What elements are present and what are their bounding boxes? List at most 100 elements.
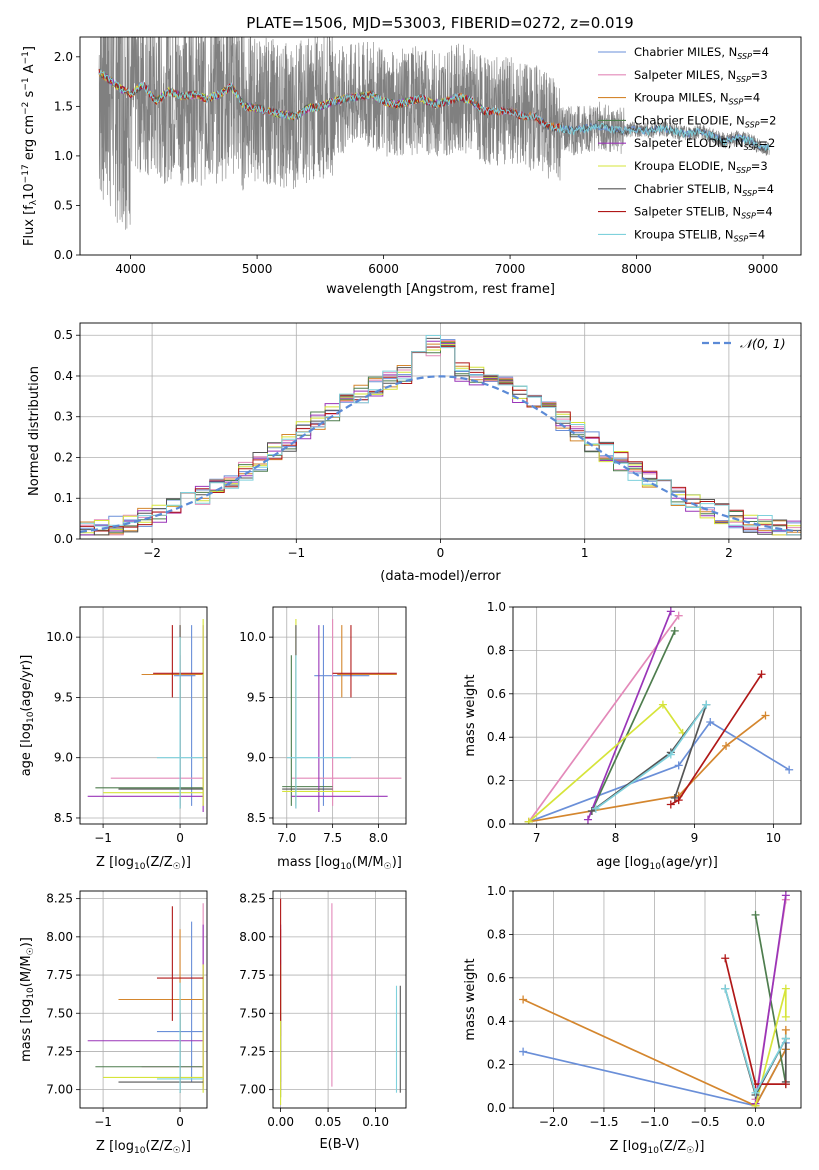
mass-weight-marker xyxy=(666,750,675,759)
metallicity-mass-weight-panel: −2.0 −1.5 −1.0 −0.5 0.0 0.0 0.2 0.4 0.6 0.8 1.0 Z [… xyxy=(463,884,802,1156)
mass-weight-marker xyxy=(702,700,711,709)
y-tick-label: 1.0 xyxy=(487,600,506,614)
x-tick-label: 7.5 xyxy=(323,831,342,845)
axis-label: mass [log10(M/M☉)] xyxy=(277,855,402,872)
mass-weight-marker xyxy=(761,711,770,720)
y-tick-label: 1.5 xyxy=(54,99,73,113)
y-tick-label: 0.5 xyxy=(54,198,73,212)
y-tick-label: 0.6 xyxy=(487,687,506,701)
x-tick-label: 4000 xyxy=(115,262,146,276)
y-axis-label: mass weight xyxy=(463,674,478,756)
mass-weight-marker xyxy=(781,1025,790,1034)
model-errorbar xyxy=(118,1013,204,1093)
mass-weight-marker xyxy=(781,1034,790,1043)
mass-weight-marker xyxy=(781,1012,790,1021)
x-tick-label: −1 xyxy=(287,546,305,560)
model-errorbar xyxy=(286,655,351,809)
mass-weight-line xyxy=(591,704,708,812)
legend-entry: Salpeter MILES, NSSP=3 xyxy=(634,68,768,84)
y-tick-label: 0.6 xyxy=(487,971,506,985)
x-tick-label: 0.00 xyxy=(267,1115,294,1129)
mass-weight-line xyxy=(528,714,767,823)
model-errorbar xyxy=(291,625,388,812)
model-errorbar xyxy=(156,637,204,809)
legend-entry: 𝒩(0, 1) xyxy=(740,336,786,351)
residual-histogram xyxy=(80,335,801,539)
mass-weight-marker xyxy=(751,1088,760,1097)
mass-weight-marker xyxy=(666,800,675,809)
axes-frame xyxy=(272,606,407,825)
y-tick-label: 0.0 xyxy=(487,1101,506,1115)
model-errorbar xyxy=(103,619,204,806)
model-errorbar xyxy=(103,964,204,1093)
age-mass-weight-panel: 7 8 9 10 0.0 0.2 0.4 0.6 0.8 1.0 age [log10(age/yr… xyxy=(463,600,802,872)
model-errorbar xyxy=(282,655,333,806)
y-tick-label: 2.0 xyxy=(54,50,73,64)
y-tick-label: 0.5 xyxy=(54,328,73,342)
model-errorbar xyxy=(337,625,397,698)
y-tick-label: 0.4 xyxy=(54,369,73,383)
y-tick-label: 1.0 xyxy=(54,149,73,163)
axis-label: mass [log10(M/M☉)] xyxy=(19,937,36,1062)
mass-weight-marker xyxy=(524,817,533,824)
x-tick-label: 0 xyxy=(176,1115,184,1129)
x-tick-label: 0.05 xyxy=(315,1115,342,1129)
axis-label: Z [log10(Z/Z☉)] xyxy=(610,1139,705,1156)
model-errorbar xyxy=(282,625,333,809)
axes-frame xyxy=(512,890,802,1109)
y-tick-label: 0.3 xyxy=(54,410,73,424)
x-tick-label: 6000 xyxy=(368,262,399,276)
model-errorbar xyxy=(332,625,397,698)
y-tick-label: 8.25 xyxy=(46,892,73,906)
y-tick-label: 0.2 xyxy=(487,774,506,788)
model-errorbar xyxy=(95,673,204,809)
y-tick-label: 9.5 xyxy=(247,690,266,704)
y-tick-label: 8.00 xyxy=(46,930,73,944)
mass-weight-marker xyxy=(706,718,715,727)
x-tick-label: 0.0 xyxy=(746,1115,765,1129)
mass-weight-marker xyxy=(785,765,794,774)
x-tick-label: −2 xyxy=(143,546,161,560)
x-tick-label: 7 xyxy=(533,831,541,845)
normal-reference-curve xyxy=(80,375,799,533)
y-tick-label: 7.75 xyxy=(239,968,266,982)
y-tick-label: 7.50 xyxy=(46,1006,73,1020)
x-tick-label: 5000 xyxy=(242,262,273,276)
x-tick-label: 10 xyxy=(766,831,781,845)
mass-weight-marker xyxy=(721,954,730,963)
ebv-mass-panel: 0.00 0.05 0.10 7.00 7.25 7.50 7.75 8.00 8.25 E(B-… xyxy=(239,890,407,1152)
y-tick-label: 7.25 xyxy=(239,1044,266,1058)
y-tick-label: 10.0 xyxy=(46,630,73,644)
mass-weight-marker xyxy=(751,910,760,919)
mass-weight-marker xyxy=(722,741,731,750)
figure-title: PLATE=1506, MJD=53003, FIBERID=0272, z=0… xyxy=(246,14,633,32)
axis-label: age [log10(age/yr)] xyxy=(19,655,36,777)
mass-weight-marker xyxy=(519,1047,528,1056)
mass-weight-line xyxy=(754,895,787,1104)
y-tick-label: 9.5 xyxy=(54,690,73,704)
model-errorbar xyxy=(173,625,196,806)
legend-entry: Chabrier MILES, NSSP=4 xyxy=(634,45,769,61)
x-tick-label: 0 xyxy=(437,546,445,560)
mass-weight-line xyxy=(587,610,672,821)
residual-histogram-panel: −2 −1 0 1 2 0.0 0.1 0.2 0.3 0.4 0.5 𝒩(0, 1) (data-mo… xyxy=(27,322,802,584)
axes-frame xyxy=(272,890,407,1109)
model-errorbar xyxy=(156,982,204,1093)
x-tick-label: 8000 xyxy=(621,262,652,276)
axis-label: Z [log10(Z/Z☉)] xyxy=(96,855,191,872)
x-tick-label: −1 xyxy=(94,1115,112,1129)
y-tick-label: 10.0 xyxy=(239,630,266,644)
spectrum-panel: 4000 5000 6000 7000 8000 9000 0.0 0.5 1.0 1.5 2.0 w… xyxy=(21,36,802,297)
y-tick-label: 0.0 xyxy=(54,532,73,546)
y-tick-label: 0.4 xyxy=(487,1014,506,1028)
x-tick-label: 8.0 xyxy=(369,831,388,845)
axes-frame xyxy=(79,890,208,1109)
y-tick-label: 8.25 xyxy=(239,892,266,906)
mass-weight-marker xyxy=(751,1101,760,1108)
x-tick-label: 2 xyxy=(725,546,733,560)
mass-weight-marker xyxy=(781,984,790,993)
y-tick-label: 9.0 xyxy=(54,751,73,765)
x-axis-label: (data-model)/error xyxy=(380,569,501,584)
y-tick-label: 7.50 xyxy=(239,1006,266,1020)
